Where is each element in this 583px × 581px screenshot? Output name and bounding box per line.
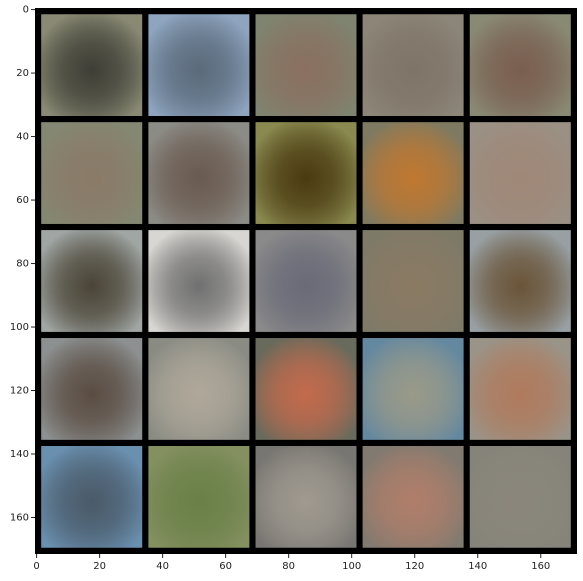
x-tick-label: 100 (342, 561, 361, 572)
tile-blur (148, 338, 250, 440)
tile-blur (148, 122, 250, 224)
tile-blur (255, 14, 357, 116)
x-tick-label: 0 (33, 561, 39, 572)
tile-blur (255, 338, 357, 440)
tile-blur (41, 446, 143, 548)
tile-blur (148, 230, 250, 332)
y-tick-label: 160 (10, 512, 29, 523)
tile-blur (362, 230, 464, 332)
tile-blur (41, 338, 143, 440)
x-tick-label: 80 (282, 561, 295, 572)
y-tick-label: 80 (16, 259, 29, 270)
x-tick-label: 120 (405, 561, 424, 572)
x-tick-label: 140 (468, 561, 487, 572)
tile-blur (41, 14, 143, 116)
y-tick-label: 120 (10, 386, 29, 397)
tile-blur (469, 14, 571, 116)
tile-blur (41, 122, 143, 224)
tile-blur (41, 230, 143, 332)
tile-blur (469, 338, 571, 440)
tile-blur (255, 122, 357, 224)
tile-blur (362, 122, 464, 224)
tile-blur (148, 14, 250, 116)
y-tick-label: 20 (16, 68, 29, 79)
x-tick-label: 20 (93, 561, 106, 572)
x-tick-label: 160 (531, 561, 550, 572)
y-tick-label: 0 (23, 5, 29, 16)
y-tick-label: 60 (16, 195, 29, 206)
tile-blur (148, 446, 250, 548)
tile-blur (362, 338, 464, 440)
tile-blur (469, 446, 571, 548)
x-tick-label: 60 (219, 561, 232, 572)
y-tick-label: 100 (10, 322, 29, 333)
tile-blur (255, 446, 357, 548)
tile-blur (255, 230, 357, 332)
x-tick-label: 40 (156, 561, 169, 572)
tile-blur (469, 230, 571, 332)
tile-blur (362, 14, 464, 116)
y-tick-label: 40 (16, 132, 29, 143)
tile-blur (362, 446, 464, 548)
tile-blur (469, 122, 571, 224)
y-tick-label: 140 (10, 449, 29, 460)
